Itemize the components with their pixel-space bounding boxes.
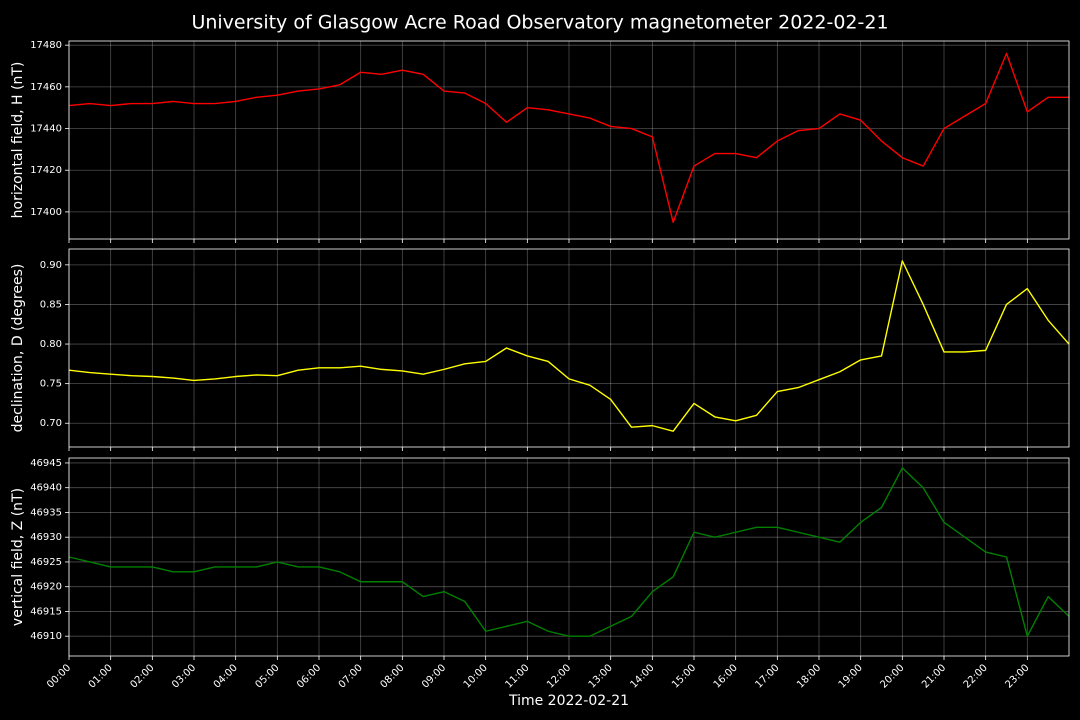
y-tick-label: 0.85	[40, 299, 62, 310]
y-tick-label: 0.70	[40, 418, 62, 429]
figure-title: University of Glasgow Acre Road Observat…	[191, 12, 888, 34]
y-tick-label: 17400	[30, 207, 62, 218]
y-tick-label: 46945	[30, 458, 62, 469]
x-axis-label: Time 2022-02-21	[508, 693, 629, 709]
plot-frame	[68, 457, 1070, 657]
y-axis-label: declination, D (degrees)	[10, 264, 26, 433]
y-tick-label: 0.90	[40, 260, 62, 271]
y-tick-label: 46910	[30, 631, 62, 642]
y-tick-label: 46935	[30, 507, 62, 518]
data-line	[68, 467, 1070, 637]
y-tick-label: 46925	[30, 557, 62, 568]
y-tick-label: 46930	[30, 532, 62, 543]
y-tick-label: 17460	[30, 82, 62, 93]
y-tick-label: 17480	[30, 40, 62, 51]
y-tick-label: 17420	[30, 165, 62, 176]
y-tick-label: 46940	[30, 483, 62, 494]
plot-frame	[68, 248, 1070, 448]
data-line	[68, 52, 1069, 224]
y-tick-label: 46915	[30, 606, 62, 617]
y-tick-label: 0.80	[40, 339, 62, 350]
y-tick-label: 0.75	[40, 379, 62, 390]
y-tick-label: 17440	[30, 124, 62, 135]
y-axis-label: vertical field, Z (nT)	[10, 488, 26, 626]
y-tick-label: 46920	[30, 582, 62, 593]
plot-frame	[68, 40, 1070, 240]
data-line	[68, 260, 1070, 432]
y-axis-label: horizontal field, H (nT)	[10, 62, 26, 219]
